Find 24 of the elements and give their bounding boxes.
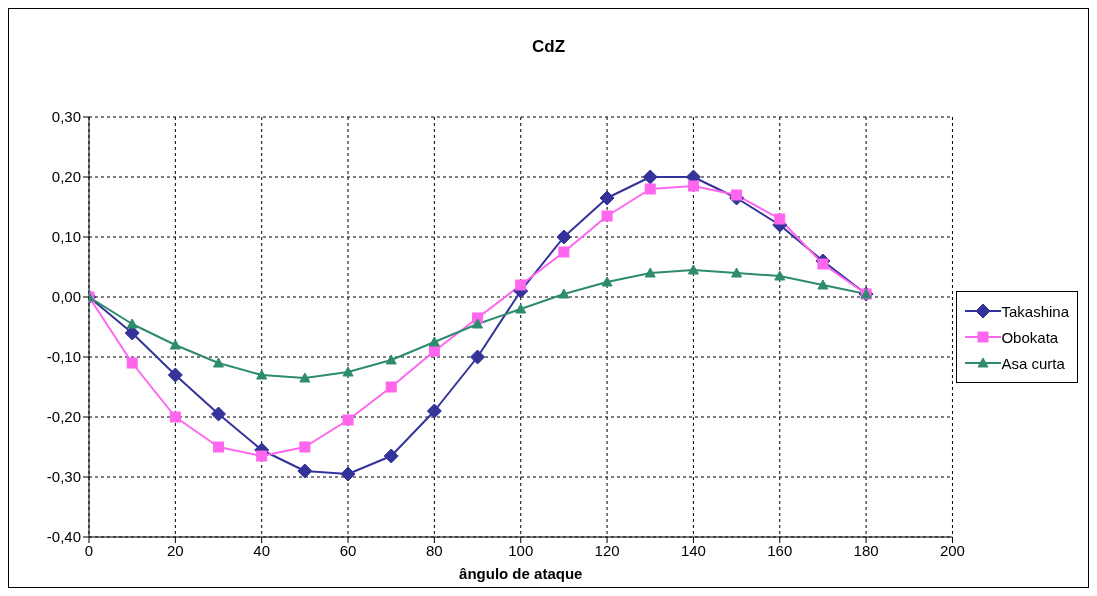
y-tick-label: 0,00	[51, 288, 81, 306]
x-axis-title: ângulo de ataque	[459, 565, 583, 582]
x-tick-label: 0	[84, 541, 94, 559]
x-tick-label: 20	[167, 541, 184, 559]
x-tick-label: 100	[508, 541, 534, 559]
x-tick-label: 180	[853, 541, 879, 559]
y-tick-label: -0,20	[46, 408, 81, 426]
y-tick-label: 0,30	[51, 108, 81, 126]
x-tick-label: 160	[767, 541, 793, 559]
y-tick-label: -0,30	[46, 468, 81, 486]
x-tick-label: 120	[594, 541, 620, 559]
y-tick-label: -0,10	[46, 348, 81, 366]
y-tick-label: 0,20	[51, 168, 81, 186]
x-tick-label: 40	[253, 541, 271, 559]
x-tick-label: 200	[939, 541, 965, 559]
y-tick-label: 0,10	[51, 228, 81, 246]
legend-label: Takashina	[1001, 302, 1069, 320]
x-tick-label: 140	[680, 541, 706, 559]
legend-label: Asa curta	[1001, 354, 1065, 372]
chart-title: CdZ	[530, 36, 566, 58]
legend-label: Obokata	[1001, 328, 1059, 346]
y-tick-label: -0,40	[46, 528, 81, 546]
x-tick-label: 80	[426, 541, 443, 559]
x-tick-label: 60	[339, 541, 357, 559]
